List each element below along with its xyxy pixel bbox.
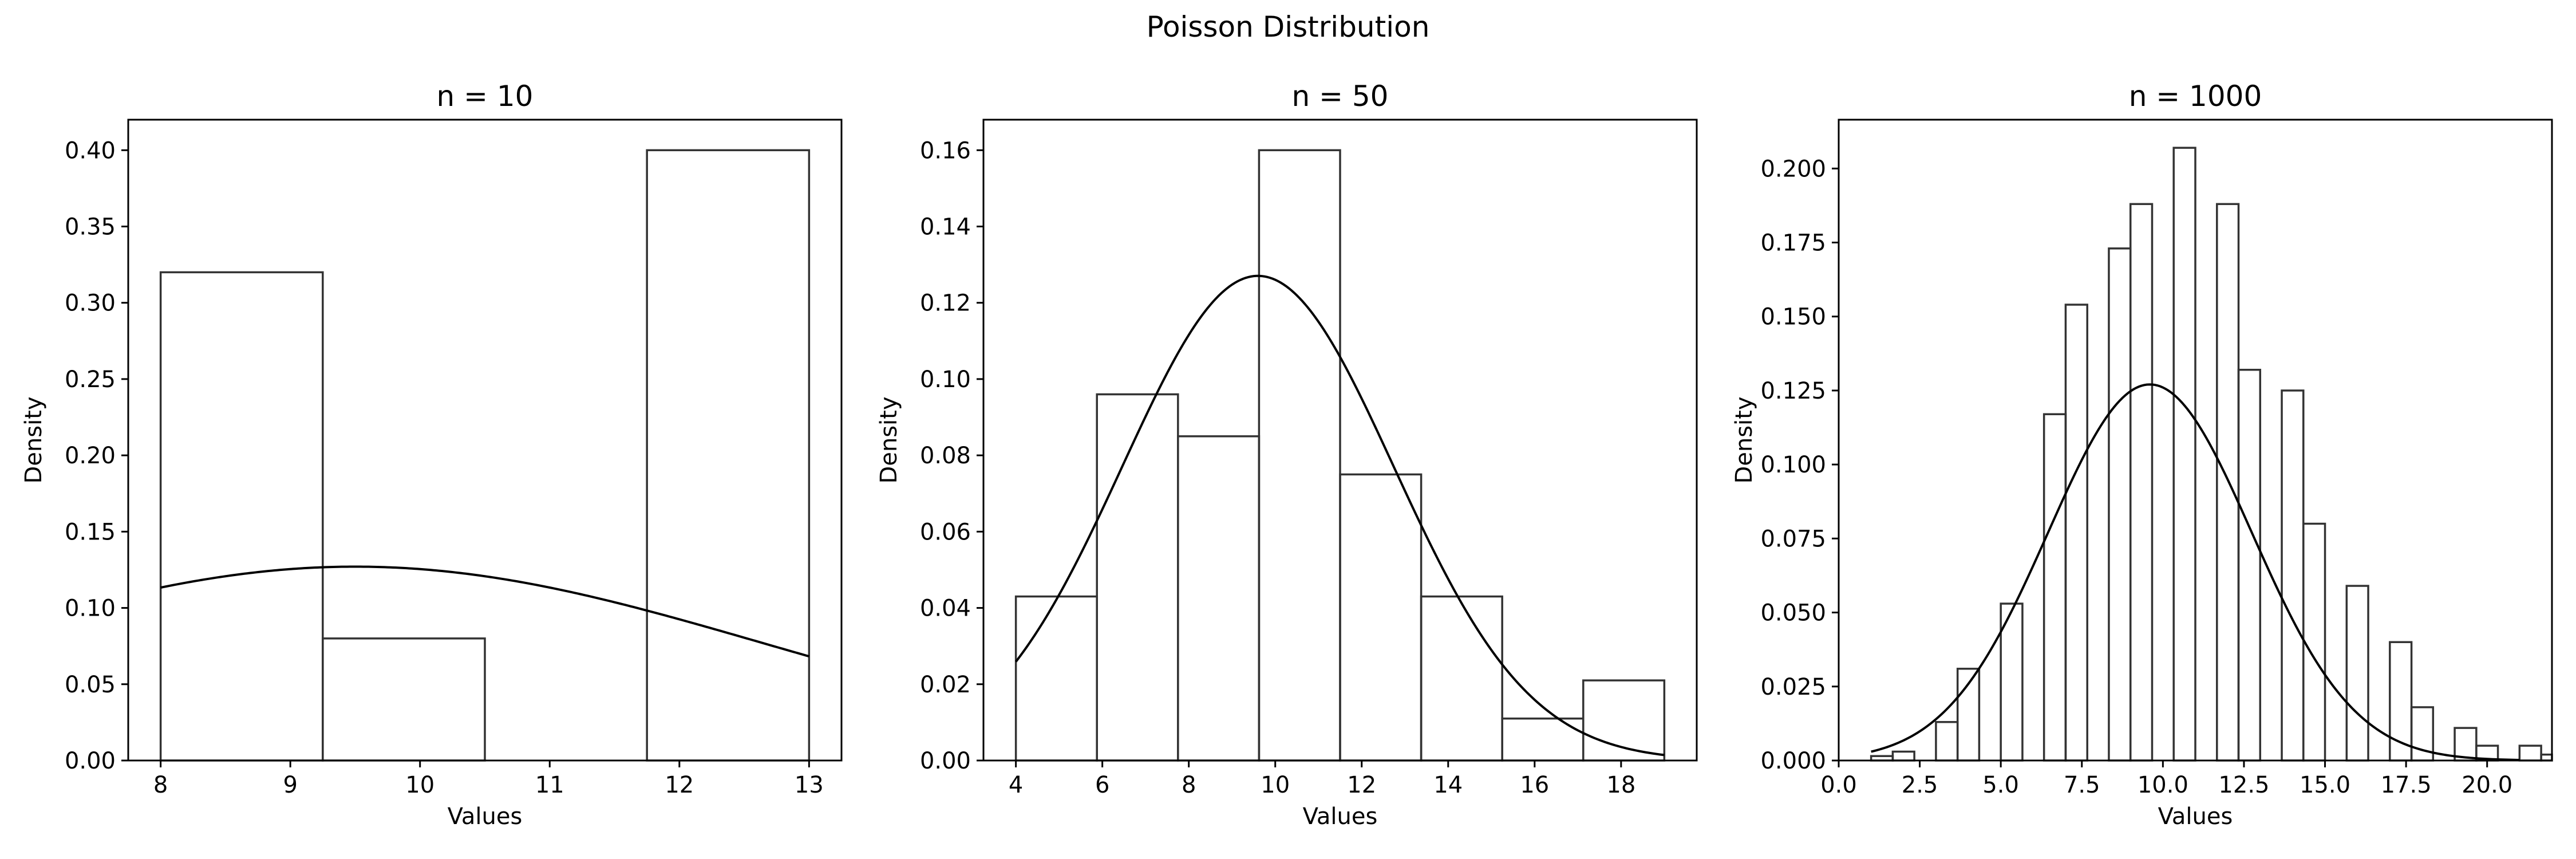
x-tick-label: 11 — [535, 772, 564, 798]
y-tick-label: 0.06 — [920, 519, 971, 545]
histogram-bar — [1258, 149, 1341, 762]
x-tick-label: 13 — [795, 772, 824, 798]
x-tick-label: 2.5 — [1902, 772, 1938, 798]
histogram-bar — [1096, 393, 1179, 762]
x-tick-label: 15.0 — [2300, 772, 2350, 798]
x-tick-label: 8 — [153, 772, 168, 798]
y-axis-label: Density — [21, 396, 47, 483]
panel-1: 8 9 10 11 12 13 0.00 0.05 0.10 0.15 0.20 0.25 0.30 0.… — [21, 80, 843, 830]
histogram-bar — [2129, 203, 2154, 762]
x-tick-label: 12.5 — [2218, 772, 2269, 798]
density-curve — [160, 565, 809, 658]
y-tick-label: 0.150 — [1760, 304, 1826, 330]
y-axis-label: Density — [1731, 396, 1757, 483]
histogram-bar — [2281, 389, 2305, 762]
histogram-bar — [2042, 413, 2067, 762]
y-tick-label: 0.35 — [65, 214, 116, 241]
panel-title: n = 10 — [437, 80, 534, 113]
figure-title: Poisson Distribution — [1147, 10, 1430, 44]
y-tick-label: 0.025 — [1760, 674, 1826, 700]
axes-frame — [982, 119, 1698, 762]
x-tick-label: 17.5 — [2381, 772, 2432, 798]
x-axis-label: Values — [448, 803, 523, 830]
panel-title: n = 1000 — [2129, 80, 2262, 113]
x-tick-label: 10.0 — [2138, 772, 2188, 798]
y-tick-label: 0.12 — [920, 290, 971, 317]
y-tick-label: 0.40 — [65, 137, 116, 164]
y-tick-label: 0.04 — [920, 596, 971, 622]
histogram-bar — [1935, 721, 1959, 762]
panel-2: 4 6 8 10 12 14 16 18 0.00 0.02 0.04 0.06 0.08 0.10 0.1… — [876, 80, 1698, 830]
y-tick-label: 0.125 — [1760, 378, 1826, 404]
x-tick-label: 9 — [283, 772, 297, 798]
density-curve — [1015, 274, 1665, 756]
x-tick-label: 4 — [1009, 772, 1023, 798]
x-axis-label: Values — [1303, 803, 1378, 830]
density-curve — [1871, 383, 2520, 762]
axes-frame — [1838, 119, 2553, 762]
y-axis-label: Density — [876, 396, 902, 483]
histogram-bar — [322, 637, 486, 762]
histogram-bar — [2108, 247, 2132, 762]
histogram-bar — [2302, 522, 2326, 762]
histogram-bar — [2237, 368, 2262, 762]
histogram-bar — [1177, 435, 1261, 762]
histogram-bar — [1420, 595, 1503, 762]
y-tick-label: 0.02 — [920, 672, 971, 698]
x-axis-label: Values — [2158, 803, 2233, 830]
x-tick-label: 8 — [1182, 772, 1196, 798]
x-tick-label: 5.0 — [1982, 772, 2019, 798]
x-tick-label: 12 — [665, 772, 694, 798]
panel-title: n = 50 — [1292, 80, 1389, 113]
y-tick-label: 0.30 — [65, 290, 116, 317]
y-tick-label: 0.15 — [65, 519, 116, 545]
y-tick-label: 0.14 — [920, 214, 971, 241]
y-tick-label: 0.10 — [920, 367, 971, 393]
x-tick-label: 14 — [1433, 772, 1463, 798]
y-tick-label: 0.050 — [1760, 600, 1826, 626]
y-tick-label: 0.10 — [65, 596, 116, 622]
histogram-bar — [1339, 473, 1423, 762]
y-tick-label: 0.16 — [920, 137, 971, 164]
histogram-bar — [2345, 585, 2369, 762]
x-tick-label: 0.0 — [1820, 772, 1857, 798]
x-tick-label: 18 — [1606, 772, 1635, 798]
histogram-bar — [159, 271, 324, 762]
histogram-bar — [1014, 595, 1098, 762]
y-tick-label: 0.25 — [65, 367, 116, 393]
y-tick-label: 0.00 — [65, 748, 116, 774]
x-tick-label: 10 — [1261, 772, 1290, 798]
axes-frame — [127, 119, 843, 762]
y-tick-label: 0.075 — [1760, 526, 1826, 552]
x-tick-label: 10 — [405, 772, 434, 798]
y-tick-label: 0.20 — [65, 443, 116, 469]
x-tick-label: 12 — [1347, 772, 1376, 798]
x-tick-label: 16 — [1520, 772, 1549, 798]
histogram-bar — [646, 149, 811, 762]
y-tick-label: 0.05 — [65, 672, 116, 698]
x-tick-label: 7.5 — [2064, 772, 2100, 798]
histogram-bar — [2064, 304, 2088, 762]
y-tick-label: 0.200 — [1760, 156, 1826, 182]
x-tick-label: 6 — [1095, 772, 1109, 798]
y-tick-label: 0.08 — [920, 443, 971, 469]
histogram-bar — [2172, 147, 2196, 762]
y-tick-label: 0.00 — [920, 748, 971, 774]
y-tick-label: 0.175 — [1760, 230, 1826, 256]
histogram-bar — [2540, 753, 2553, 762]
histogram-bar — [2518, 744, 2542, 762]
histogram-bar — [1891, 750, 1915, 762]
histogram-bar — [1501, 717, 1585, 762]
panel-3: 0.0 2.5 5.0 7.5 10.0 12.5 15.0 17.5 20.0 0.000 0.0… — [1731, 80, 2553, 830]
x-tick-label: 20.0 — [2462, 772, 2512, 798]
y-tick-label: 0.000 — [1760, 748, 1826, 774]
y-tick-label: 0.100 — [1760, 452, 1826, 478]
